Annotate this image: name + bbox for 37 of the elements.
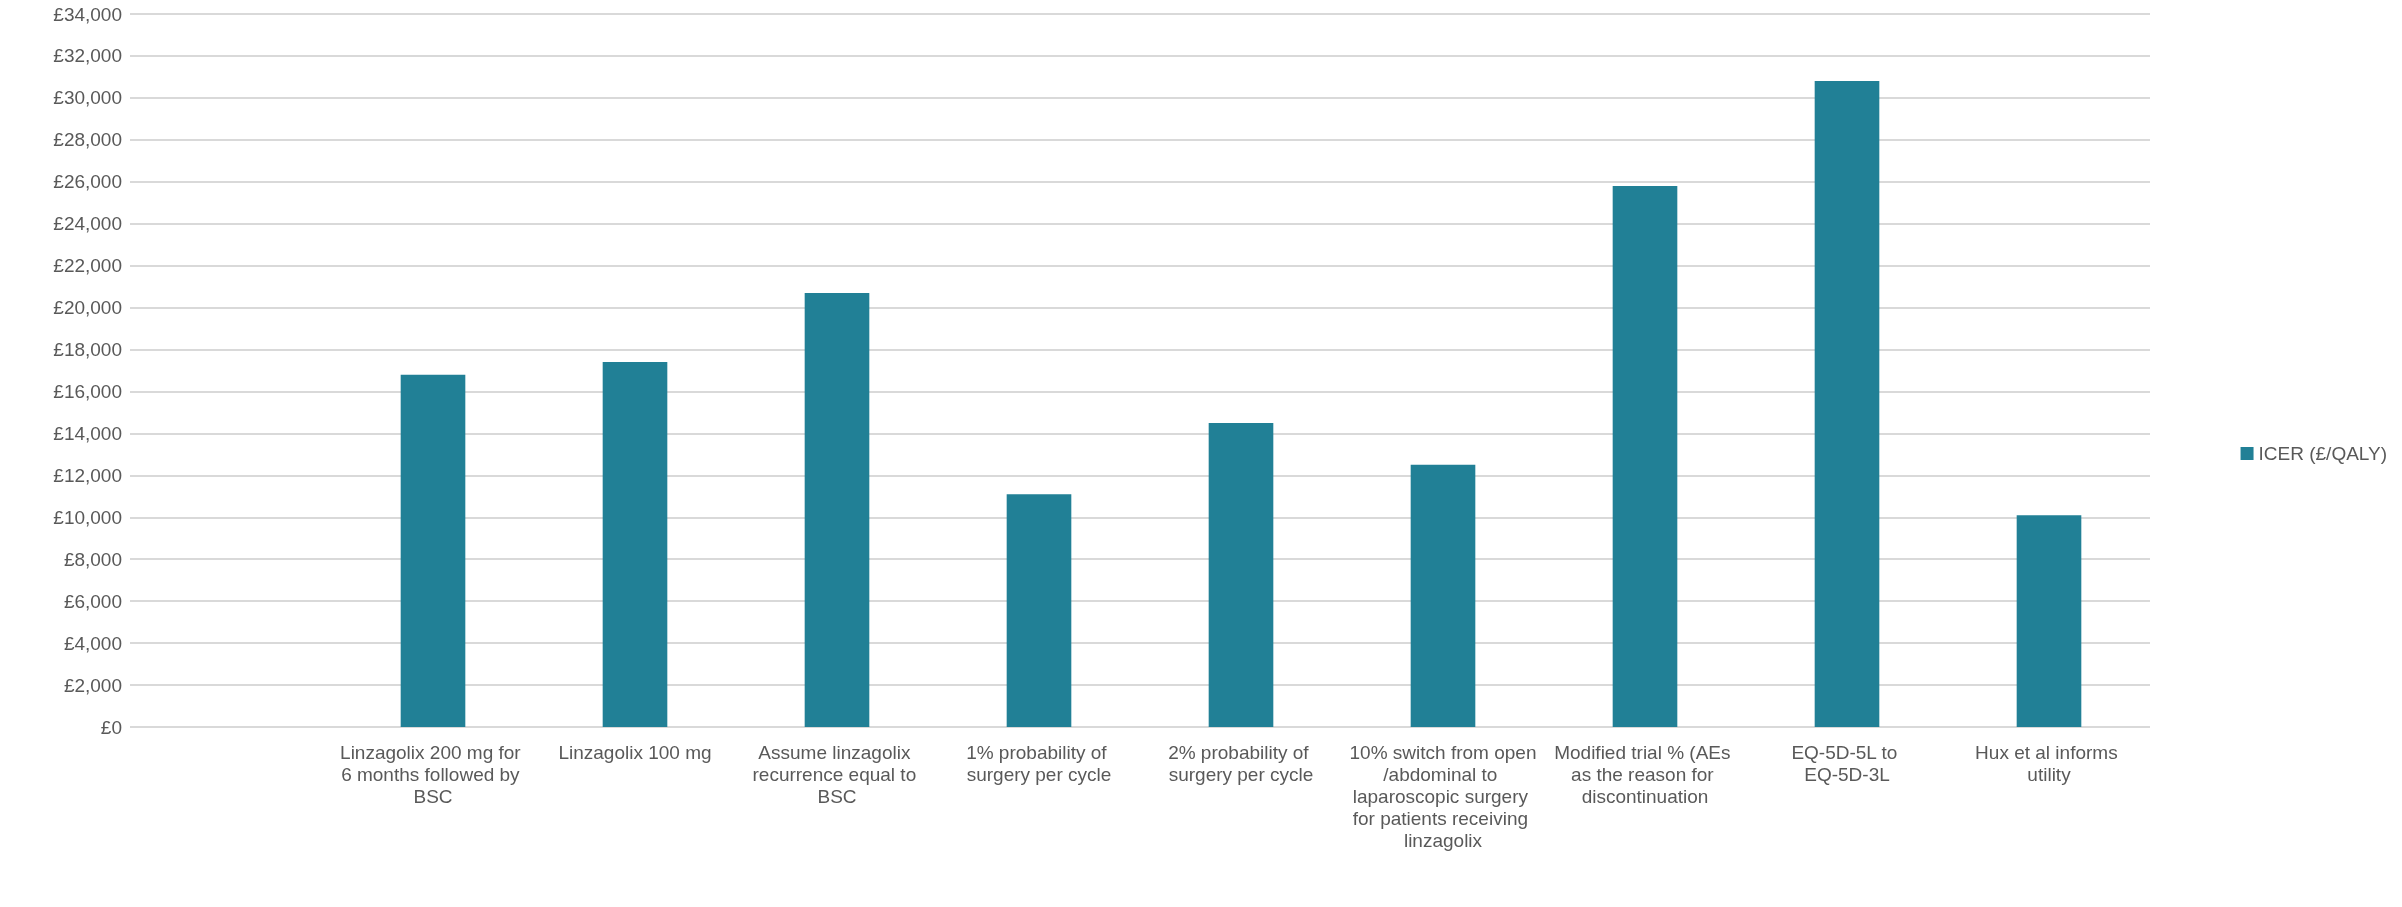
y-tick-label: £16,000 xyxy=(53,380,122,402)
x-tick-label: EQ-5D-5L to EQ-5D-3L xyxy=(1791,741,1903,785)
y-tick-label: £26,000 xyxy=(53,171,122,193)
y-tick-label: £4,000 xyxy=(63,632,122,654)
bar xyxy=(602,362,668,727)
y-tick-label: £24,000 xyxy=(53,213,122,235)
bar xyxy=(400,374,466,727)
y-tick-label: £10,000 xyxy=(53,506,122,528)
y-tick-label: £6,000 xyxy=(63,590,122,612)
y-tick-label: £20,000 xyxy=(53,297,122,319)
x-tick-label: Hux et al informs utility xyxy=(1975,741,2123,785)
x-tick-label: 1% probability of surgery per cycle xyxy=(966,741,1112,785)
y-tick-label: £34,000 xyxy=(53,3,122,25)
x-tick-label: 10% switch from open/abdominal to laparoscopic surgery for patients receiving linzagolix xyxy=(1349,741,1537,851)
bar xyxy=(1006,494,1072,727)
y-tick-label: £12,000 xyxy=(53,464,122,486)
y-tick-label: £22,000 xyxy=(53,255,122,277)
x-tick-label: Modified trial % (AEs as the reason for discontinuation xyxy=(1554,741,1736,807)
bar xyxy=(2016,515,2082,727)
x-tick-label: Assume linzagolix recurrence equal to BSC xyxy=(752,741,922,807)
y-tick-label: £2,000 xyxy=(63,674,122,696)
bar xyxy=(1814,81,1880,727)
legend-label: ICER (£/QALY) xyxy=(2258,443,2388,464)
bar xyxy=(1208,422,1274,727)
bar xyxy=(1410,464,1476,727)
x-tick-label: Linzagolix 100 mg xyxy=(558,741,712,763)
y-tick-label: £28,000 xyxy=(53,129,122,151)
y-tick-label: £32,000 xyxy=(53,45,122,67)
x-tick-label: Linzagolix 200 mg for 6 months followed by BSC xyxy=(340,741,526,807)
y-tick-label: £14,000 xyxy=(53,422,122,444)
y-tick-label: £0 xyxy=(100,716,122,738)
y-tick-label: £8,000 xyxy=(63,548,122,570)
y-tick-label: £30,000 xyxy=(53,87,122,109)
bar xyxy=(1612,185,1678,727)
x-tick-label: 2% probability of surgery per cycle xyxy=(1168,741,1314,785)
bar xyxy=(804,292,870,727)
y-tick-label: £18,000 xyxy=(53,339,122,361)
